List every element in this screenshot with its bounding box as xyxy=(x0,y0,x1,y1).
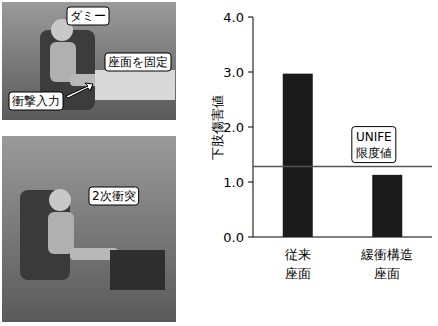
annotation-box xyxy=(352,127,396,163)
label-box xyxy=(9,92,63,110)
y-tick xyxy=(248,17,253,18)
y-tick xyxy=(248,182,253,183)
photo-label: ダミー xyxy=(70,9,106,23)
bar xyxy=(372,175,402,237)
limit-line xyxy=(253,166,432,168)
x-tick-label: 従来座面 xyxy=(285,247,311,281)
annotation: UNIFE 限度値 xyxy=(356,130,392,160)
dummy-head xyxy=(49,189,71,211)
text-line: 従来 xyxy=(285,247,311,262)
text-line: 座面 xyxy=(285,266,311,281)
y-tick xyxy=(248,127,253,128)
front-seat xyxy=(110,250,165,290)
text-line: 緩衝構造 xyxy=(360,247,413,262)
text-line: 限度値 xyxy=(356,146,392,160)
y-tick-label: 0.0 xyxy=(223,230,244,245)
y-tick-label: 3.0 xyxy=(223,65,244,80)
label-box xyxy=(67,7,109,25)
impact-arrow xyxy=(66,83,93,98)
label-box xyxy=(89,187,139,205)
bar xyxy=(283,74,313,237)
photo xyxy=(2,136,176,322)
text-line: UNIFE xyxy=(356,130,392,144)
text-line: 座面 xyxy=(374,266,400,281)
y-tick xyxy=(248,237,253,238)
photo-label: 衝撃入力 xyxy=(12,94,60,108)
x-axis xyxy=(253,237,432,238)
x-tick-label: 緩衝構造座面 xyxy=(360,247,413,281)
dummy-body xyxy=(48,212,74,254)
figure: ダミー座面を固定衝撃入力 2次衝突 0.0 1.0 2.0 3.0 4.0 下肢傷害値従来座面… xyxy=(0,0,438,326)
photo-label: 座面を固定 xyxy=(108,55,168,69)
y-tick-label: 1.0 xyxy=(223,175,244,190)
y-tick xyxy=(248,72,253,73)
y-tick-label: 2.0 xyxy=(223,120,244,135)
bars xyxy=(253,74,432,237)
y-axis-title: 下肢傷害値 xyxy=(210,95,225,160)
photo xyxy=(2,2,176,120)
y-tick-label: 4.0 xyxy=(223,10,244,25)
photo-label: 2次衝突 xyxy=(92,189,136,203)
label-box xyxy=(105,53,171,71)
table xyxy=(95,70,175,100)
